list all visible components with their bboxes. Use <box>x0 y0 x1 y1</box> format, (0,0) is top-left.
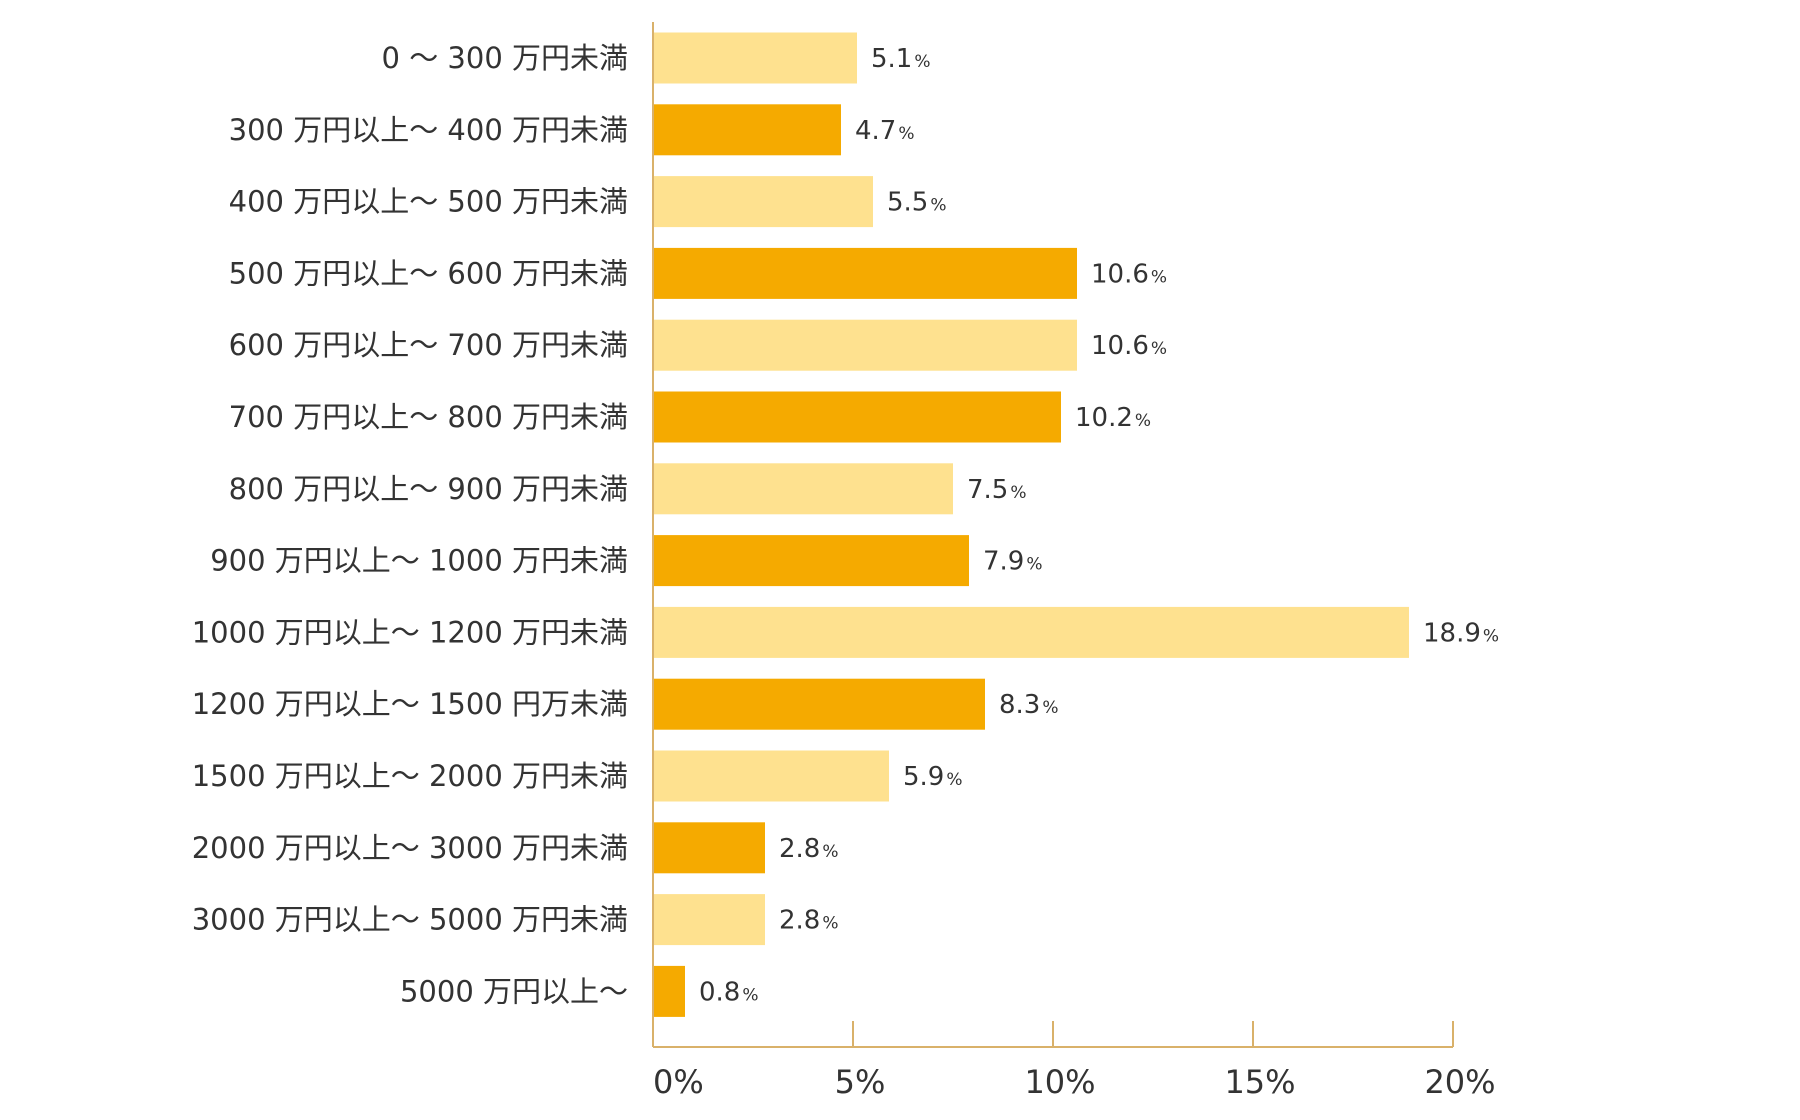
category-label-2: 400 万円以上〜 500 万円未満 <box>229 185 628 219</box>
value-unit-6: % <box>1010 483 1026 503</box>
x-tick-label-4: 20% <box>1424 1063 1495 1101</box>
bar-1 <box>653 104 841 156</box>
value-number-7: 7.9 <box>983 547 1024 577</box>
category-label-9: 1200 万円以上〜 1500 円万未満 <box>192 687 628 721</box>
value-label-5: 10.2% <box>1075 403 1151 433</box>
value-number-6: 7.5 <box>967 475 1008 505</box>
value-number-11: 2.8 <box>779 834 820 864</box>
value-label-6: 7.5% <box>967 475 1027 505</box>
value-label-11: 2.8% <box>779 834 839 864</box>
category-label-1: 300 万円以上〜 400 万円未満 <box>229 113 628 147</box>
value-label-1: 4.7% <box>855 116 915 146</box>
x-tick-label-1: 5% <box>835 1063 886 1101</box>
bar-6 <box>653 463 953 515</box>
x-tick-label-3: 15% <box>1224 1063 1295 1101</box>
bar-4 <box>653 319 1077 371</box>
value-label-3: 10.6% <box>1091 259 1167 289</box>
category-label-8: 1000 万円以上〜 1200 万円未満 <box>192 615 628 649</box>
category-label-4: 600 万円以上〜 700 万円未満 <box>229 328 628 362</box>
value-unit-0: % <box>914 52 930 72</box>
value-label-9: 8.3% <box>999 690 1059 720</box>
value-unit-1: % <box>898 124 914 144</box>
bar-3 <box>653 247 1077 299</box>
x-axis-ticks: 0% 5% 10% 15% 20% <box>653 1021 1496 1101</box>
value-label-10: 5.9% <box>903 762 963 792</box>
x-tick-label-0: 0% <box>653 1063 704 1101</box>
bars-layer <box>653 32 1409 1017</box>
value-unit-9: % <box>1042 698 1058 718</box>
category-label-12: 3000 万円以上〜 5000 万円未満 <box>192 903 628 937</box>
value-unit-2: % <box>930 196 946 216</box>
category-label-10: 1500 万円以上〜 2000 万円未満 <box>192 759 628 793</box>
value-label-13: 0.8% <box>699 977 759 1007</box>
value-number-1: 4.7 <box>855 116 896 146</box>
value-label-4: 10.6% <box>1091 331 1167 361</box>
value-number-2: 5.5 <box>887 188 928 218</box>
value-number-0: 5.1 <box>871 44 912 74</box>
category-labels: 0 〜 300 万円未満 300 万円以上〜 400 万円未満 400 万円以上〜 … <box>192 41 628 1008</box>
category-label-13: 5000 万円以上〜 <box>400 974 628 1008</box>
category-label-6: 800 万円以上〜 900 万円未満 <box>229 472 628 506</box>
value-unit-12: % <box>822 914 838 934</box>
value-unit-4: % <box>1151 339 1167 359</box>
category-label-5: 700 万円以上〜 800 万円未満 <box>229 400 628 434</box>
bar-2 <box>653 176 873 228</box>
category-label-7: 900 万円以上〜 1000 万円未満 <box>210 544 628 578</box>
value-label-8: 18.9% <box>1423 618 1499 648</box>
category-label-3: 500 万円以上〜 600 万円未満 <box>229 256 628 290</box>
value-number-4: 10.6 <box>1091 331 1149 361</box>
value-label-0: 5.1% <box>871 44 931 74</box>
bar-10 <box>653 750 889 802</box>
value-label-2: 5.5% <box>887 188 947 218</box>
x-tick-label-2: 10% <box>1024 1063 1095 1101</box>
bar-8 <box>653 606 1409 658</box>
bar-11 <box>653 822 765 874</box>
axes <box>652 22 1453 1048</box>
value-number-3: 10.6 <box>1091 259 1149 289</box>
value-unit-7: % <box>1026 555 1042 575</box>
value-number-12: 2.8 <box>779 906 820 936</box>
value-label-12: 2.8% <box>779 906 839 936</box>
value-unit-10: % <box>946 770 962 790</box>
value-unit-11: % <box>822 842 838 862</box>
value-number-5: 10.2 <box>1075 403 1133 433</box>
value-unit-8: % <box>1483 626 1499 646</box>
value-number-9: 8.3 <box>999 690 1040 720</box>
bar-12 <box>653 894 765 946</box>
value-number-10: 5.9 <box>903 762 944 792</box>
bar-9 <box>653 678 985 730</box>
value-number-8: 18.9 <box>1423 618 1481 648</box>
value-unit-3: % <box>1151 267 1167 287</box>
bar-13 <box>653 965 685 1017</box>
value-label-7: 7.9% <box>983 547 1043 577</box>
bar-0 <box>653 32 857 84</box>
category-label-0: 0 〜 300 万円未満 <box>382 41 628 75</box>
value-number-13: 0.8 <box>699 977 740 1007</box>
category-label-11: 2000 万円以上〜 3000 万円未満 <box>192 831 628 865</box>
value-unit-13: % <box>742 985 758 1005</box>
bar-5 <box>653 391 1061 443</box>
value-labels: 5.1 %4.7 %5.5 %10.6 %10.6 %10.2 %7.5 %7.9 %18.9%… <box>699 44 1499 1007</box>
value-unit-5: % <box>1135 411 1151 431</box>
bar-7 <box>653 535 969 587</box>
